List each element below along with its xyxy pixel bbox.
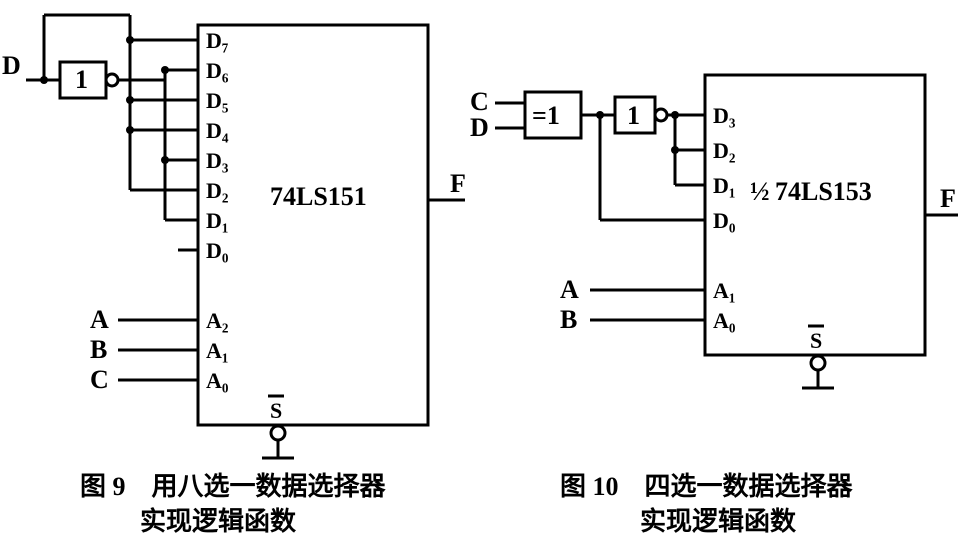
- fig-left: 74LS151 D₇ D₆ D₅ D₄ D₃ D₂ D₁ D₀ A₂ A₁ A₀…: [2, 15, 466, 536]
- pin-d3-r: D₃: [713, 103, 736, 128]
- xor-label: =1: [532, 101, 560, 130]
- addr-ext-153: A B: [560, 275, 705, 334]
- ext-b-label: B: [90, 335, 107, 364]
- pin-a0: A₀: [206, 368, 229, 393]
- ext-a-r: A: [560, 275, 579, 304]
- pin-d6: D₆: [206, 58, 229, 83]
- pin-d2-r: D₂: [713, 138, 736, 163]
- chip-label-153: 74LS153: [775, 177, 872, 206]
- pin-d2: D₂: [206, 178, 229, 203]
- pin-a0-r: A₀: [713, 308, 736, 333]
- pin-a1: A₁: [206, 338, 228, 363]
- addr-pins-153: A₁ A₀: [713, 278, 736, 333]
- data-pins-153: D₃ D₂ D₁ D₀: [713, 103, 736, 233]
- caption-right-2: 实现逻辑函数: [640, 506, 797, 536]
- fig-right: ½ 74LS153 D₃ D₂ D₁ D₀ A₁ A₀ C D =1 1: [470, 75, 958, 536]
- pin-d3: D₃: [206, 148, 229, 173]
- pin-d4: D₄: [206, 118, 229, 143]
- out-f-153: F: [940, 184, 956, 213]
- enable-153: S: [802, 326, 834, 388]
- ext-d-label: D: [2, 51, 21, 80]
- pin-d0: D₀: [206, 238, 229, 263]
- svg-text:S: S: [270, 398, 282, 423]
- pin-d1: D₁: [206, 208, 228, 233]
- chip-frac: ½: [750, 177, 770, 206]
- inverter-bubble-r: [655, 109, 667, 121]
- caption-left-2: 实现逻辑函数: [140, 506, 297, 536]
- chip-label-151: 74LS151: [270, 182, 367, 211]
- chip-body-153: [705, 75, 925, 355]
- data-stubs-153: [600, 146, 705, 220]
- inverter-label: 1: [75, 65, 88, 94]
- ext-b-r: B: [560, 305, 577, 334]
- inverter-bubble: [106, 74, 118, 86]
- chip-body-151: [198, 25, 428, 425]
- ext-c-label: C: [90, 365, 109, 394]
- addr-pins-151: A₂ A₁ A₀: [206, 308, 229, 393]
- data-pins-151: D₇ D₆ D₅ D₄ D₃ D₂ D₁ D₀: [206, 28, 229, 263]
- out-f-151: F: [450, 169, 466, 198]
- ext-d-r: D: [470, 113, 489, 142]
- schematic-canvas: 74LS151 D₇ D₆ D₅ D₄ D₃ D₂ D₁ D₀ A₂ A₁ A₀…: [0, 0, 961, 549]
- pin-d1-r: D₁: [713, 173, 735, 198]
- enable-151: S: [262, 396, 294, 458]
- pin-a1-r: A₁: [713, 278, 735, 303]
- ext-c-r: C: [470, 87, 489, 116]
- pin-d0-r: D₀: [713, 208, 736, 233]
- ext-a-label: A: [90, 305, 109, 334]
- data-stubs-151: [126, 36, 198, 250]
- caption-left-1: 图 9 用八选一数据选择器: [80, 472, 387, 501]
- inverter-label-r: 1: [627, 101, 640, 130]
- pin-d7: D₇: [206, 28, 229, 53]
- svg-text:S: S: [810, 328, 822, 353]
- pin-d5: D₅: [206, 88, 229, 113]
- pin-a2: A₂: [206, 308, 229, 333]
- addr-ext-151: A B C: [90, 305, 198, 394]
- caption-right-1: 图 10 四选一数据选择器: [560, 472, 854, 501]
